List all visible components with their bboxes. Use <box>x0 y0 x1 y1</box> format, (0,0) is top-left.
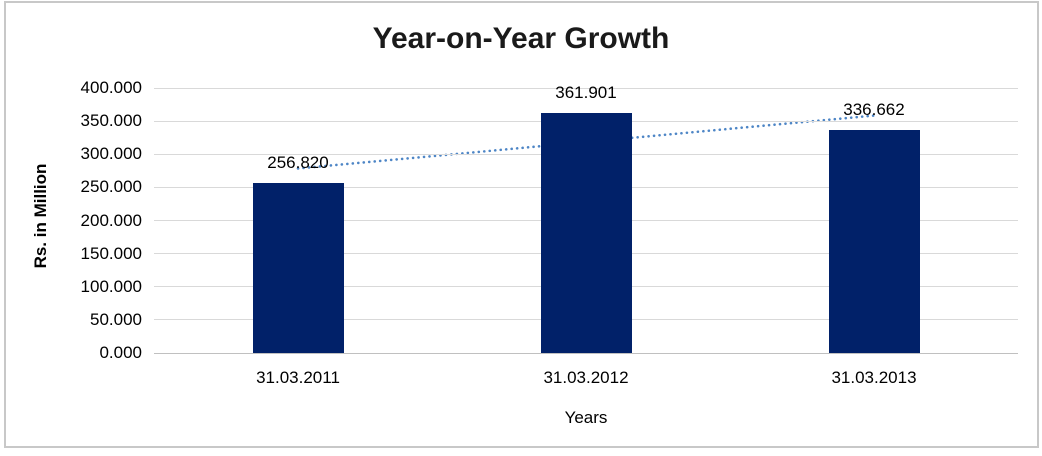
y-tick-label: 0.000 <box>99 343 142 362</box>
y-tick-label: 250.000 <box>80 177 142 197</box>
gridline <box>154 87 1018 89</box>
y-tick-label: 100.000 <box>80 276 142 296</box>
y-tick-label: 300.000 <box>80 144 142 164</box>
y-tick-label: 400.000 <box>80 78 142 97</box>
y-tick-label: 200.000 <box>80 210 142 230</box>
x-category-label: 31.03.2012 <box>543 368 629 387</box>
x-category-label: 31.03.2011 <box>256 368 340 387</box>
y-tick-label: 350.000 <box>80 111 142 131</box>
bar <box>252 182 344 353</box>
y-tick-label: 150.000 <box>80 243 142 263</box>
y-tick-label: 50.000 <box>90 309 142 329</box>
chart-title: Year-on-Year Growth <box>372 22 670 55</box>
bar-data-label: 256.820 <box>267 152 329 172</box>
x-axis-title: Years <box>564 408 608 427</box>
bar <box>540 113 632 353</box>
bar-data-label: 336.662 <box>843 99 905 119</box>
gridline <box>154 352 1018 354</box>
x-category-label: 31.03.2013 <box>831 368 917 387</box>
bar <box>828 129 920 353</box>
bar-data-label: 361.901 <box>555 83 617 103</box>
